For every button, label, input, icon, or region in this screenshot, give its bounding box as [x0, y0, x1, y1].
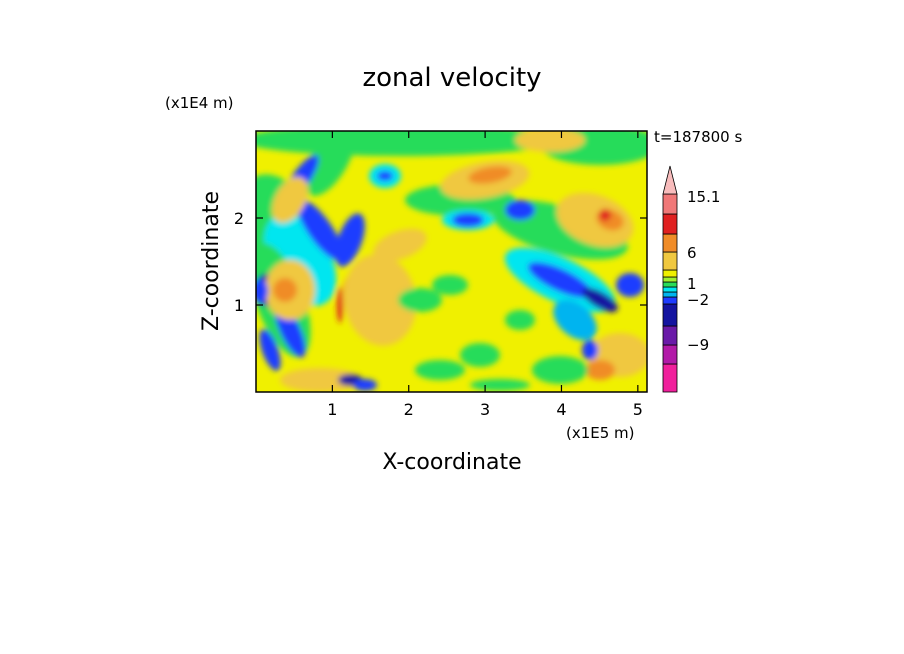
y-unit-label: (x1E4 m): [165, 94, 234, 112]
field-blob: [505, 310, 535, 330]
field-blob: [398, 288, 442, 312]
field-blob: [556, 192, 634, 248]
colorbar-extend-arrow: [662, 165, 678, 195]
field-blob: [259, 329, 281, 371]
field-blob: [553, 299, 597, 341]
contour-field: [256, 131, 647, 392]
y-tick-label: 2: [234, 209, 244, 228]
field-blob: [582, 340, 598, 360]
colorbar-label: 6: [687, 244, 697, 262]
colorbar-swatch: [662, 344, 678, 365]
x-tick-label: 5: [633, 400, 643, 419]
colorbar-label: 1: [687, 275, 697, 293]
plot-frame: [255, 130, 648, 393]
field-blob: [505, 200, 535, 220]
x-tick-label: 2: [404, 400, 414, 419]
x-unit-label: (x1E5 m): [566, 424, 635, 442]
field-blob: [256, 131, 560, 156]
y-axis-label: Z-coordinate: [199, 191, 224, 331]
colorbar-swatch: [662, 286, 678, 293]
colorbar-swatch: [662, 233, 678, 253]
field-blob: [582, 287, 618, 313]
colorbar-swatch: [662, 281, 678, 288]
colorbar-swatch: [662, 291, 678, 298]
plot-area: [256, 131, 647, 392]
colorbar-swatch: [662, 193, 678, 215]
x-tick-label: 3: [480, 400, 490, 419]
field-blob: [470, 379, 530, 391]
field-blob: [532, 356, 588, 384]
field-blob: [377, 171, 393, 181]
field-blob: [585, 360, 615, 380]
field-blob: [280, 368, 360, 392]
y-tick-label: 1: [234, 296, 244, 315]
colorbar-swatch: [662, 296, 678, 305]
colorbar-swatch: [662, 325, 678, 346]
field-blob: [415, 360, 465, 380]
field-blob: [271, 177, 309, 223]
field-blob: [335, 213, 365, 267]
colorbar: 15.1 6 1−2 −9: [662, 165, 720, 393]
field-blob: [452, 213, 484, 227]
colorbar-swatch: [662, 276, 678, 283]
field-blob: [353, 379, 377, 391]
colorbar-label: −2: [687, 291, 709, 309]
field-blob: [273, 278, 297, 302]
field-blob: [256, 279, 268, 303]
field-blob: [599, 209, 611, 221]
field-blob: [468, 166, 512, 184]
field-blob: [297, 199, 343, 261]
y-axis: 12: [234, 209, 647, 315]
colorbar-swatch: [662, 363, 678, 393]
field-blob: [343, 254, 417, 346]
field-blob: [373, 228, 427, 262]
time-label: t=187800 s: [654, 128, 742, 146]
field-blob: [515, 131, 585, 152]
field-blob: [460, 343, 500, 367]
colorbar-label: −9: [687, 336, 709, 354]
colorbar-label: 15.1: [687, 188, 720, 206]
colorbar-swatch: [662, 303, 678, 327]
field-blob: [616, 273, 644, 297]
colorbar-swatch: [662, 269, 678, 278]
colorbar-swatch: [662, 251, 678, 271]
field-blob: [337, 287, 343, 323]
field-blob: [304, 131, 356, 196]
chart-title: zonal velocity: [362, 63, 541, 93]
x-axis-label: X-coordinate: [382, 450, 521, 475]
colorbar-swatch: [662, 213, 678, 235]
field-blob: [432, 275, 468, 295]
x-tick-label: 4: [556, 400, 566, 419]
field-blob: [527, 262, 593, 298]
x-axis: 1 2 3 4 5: [327, 131, 643, 419]
x-tick-label: 1: [327, 400, 337, 419]
